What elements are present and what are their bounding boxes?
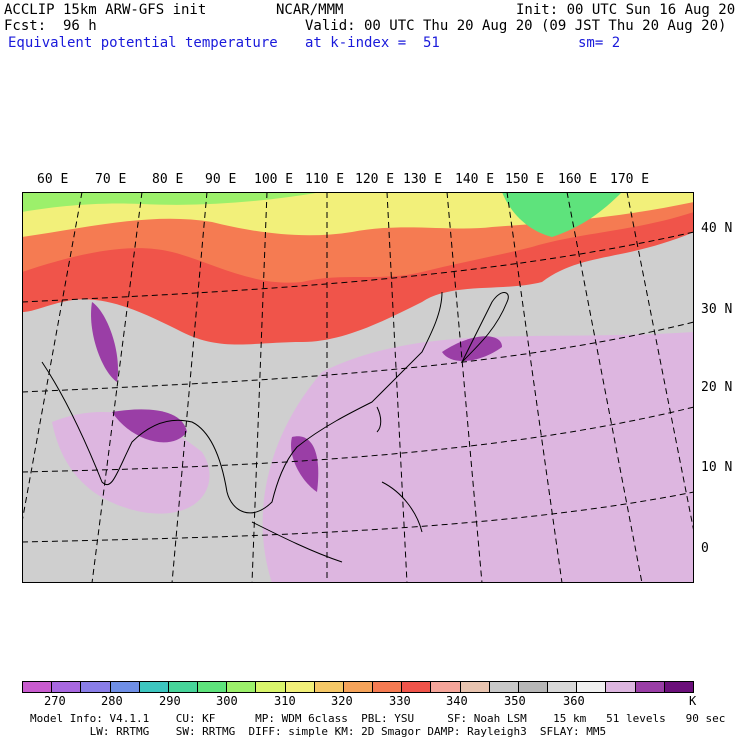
- colorbar-tick-label: 320: [331, 694, 353, 708]
- lat-label: 30 N: [701, 302, 733, 317]
- colorbar-cell: [227, 682, 257, 692]
- warm-band-300-west: [22, 192, 322, 212]
- colorbar-cell: [373, 682, 403, 692]
- map-frame: [22, 192, 694, 583]
- colorbar-unit: K: [689, 694, 697, 708]
- colorbar-tick-label: 340: [446, 694, 468, 708]
- colorbar-cell: [431, 682, 461, 692]
- lon-label: 70 E: [95, 172, 127, 187]
- colorbar-cell: [81, 682, 111, 692]
- forecast-hour: Fcst: 96 h: [4, 18, 97, 34]
- lon-label: 60 E: [37, 172, 69, 187]
- colorbar-cell: [256, 682, 286, 692]
- model-info-line1: Model Info: V4.1.1 CU: KF MP: WDM 6class…: [30, 712, 726, 725]
- colorbar-cell: [664, 682, 693, 692]
- colorbar-tick-label: 300: [216, 694, 238, 708]
- title-left: ACCLIP 15km ARW-GFS init: [4, 2, 207, 18]
- lon-label: 80 E: [152, 172, 184, 187]
- colorbar-cell: [402, 682, 432, 692]
- tropical-high-theta-region: [262, 332, 694, 583]
- colorbar-cell: [606, 682, 636, 692]
- lon-label: 110 E: [305, 172, 345, 187]
- colorbar-tick-label: 280: [101, 694, 123, 708]
- colorbar-cell: [110, 682, 140, 692]
- field-name: Equivalent potential temperature: [8, 35, 278, 51]
- center-label: NCAR/MMM: [276, 2, 344, 18]
- equivalent-potential-temperature-map: [22, 192, 694, 583]
- lon-label: 160 E: [558, 172, 598, 187]
- lon-label: 170 E: [610, 172, 650, 187]
- lat-label: 0: [701, 541, 709, 556]
- colorbar-cell: [314, 682, 344, 692]
- india-north-core: [91, 302, 118, 382]
- lon-label: 150 E: [505, 172, 545, 187]
- smoothing-label: sm= 2: [578, 35, 621, 51]
- warm-band-300-east: [502, 192, 622, 237]
- graticule: [22, 192, 694, 583]
- colorbar-cell: [635, 682, 665, 692]
- colorbar-cell: [548, 682, 578, 692]
- colorbar-tick-label: 330: [389, 694, 411, 708]
- coastlines: [41, 291, 509, 563]
- colorbar-cell: [518, 682, 549, 692]
- lon-label: 100 E: [254, 172, 294, 187]
- lat-label: 10 N: [701, 460, 733, 475]
- colorbar-cell: [23, 682, 53, 692]
- colorbar-tick-label: 290: [159, 694, 181, 708]
- colorbar: [22, 681, 694, 693]
- lon-label: 120 E: [355, 172, 395, 187]
- colorbar-cell: [285, 682, 315, 692]
- colorbar-tick-label: 350: [504, 694, 526, 708]
- level-label: at k-index = 51: [305, 35, 440, 51]
- colorbar-cell: [52, 682, 82, 692]
- colorbar-cell: [577, 682, 607, 692]
- south-china-sea-core: [291, 436, 319, 492]
- colorbar-cell: [460, 682, 490, 692]
- colorbar-tick-label: 270: [44, 694, 66, 708]
- valid-time: Valid: 00 UTC Thu 20 Aug 20 (09 JST Thu …: [305, 18, 727, 34]
- colorbar-cell: [343, 682, 374, 692]
- model-info-line2: LW: RRTMG SW: RRTMG DIFF: simple KM: 2D …: [30, 725, 607, 738]
- bay-of-bengal-core: [112, 409, 187, 443]
- lon-label: 130 E: [403, 172, 443, 187]
- init-time: Init: 00 UTC Sun 16 Aug 20: [516, 2, 736, 18]
- lon-label: 90 E: [205, 172, 237, 187]
- colorbar-cell: [168, 682, 199, 692]
- colorbar-cell: [489, 682, 519, 692]
- lat-label: 40 N: [701, 221, 733, 236]
- lat-label: 20 N: [701, 380, 733, 395]
- japan-core: [442, 336, 502, 362]
- colorbar-tick-label: 360: [563, 694, 585, 708]
- lon-label: 140 E: [455, 172, 495, 187]
- colorbar-cell: [198, 682, 228, 692]
- colorbar-tick-label: 310: [274, 694, 296, 708]
- colorbar-cell: [139, 682, 169, 692]
